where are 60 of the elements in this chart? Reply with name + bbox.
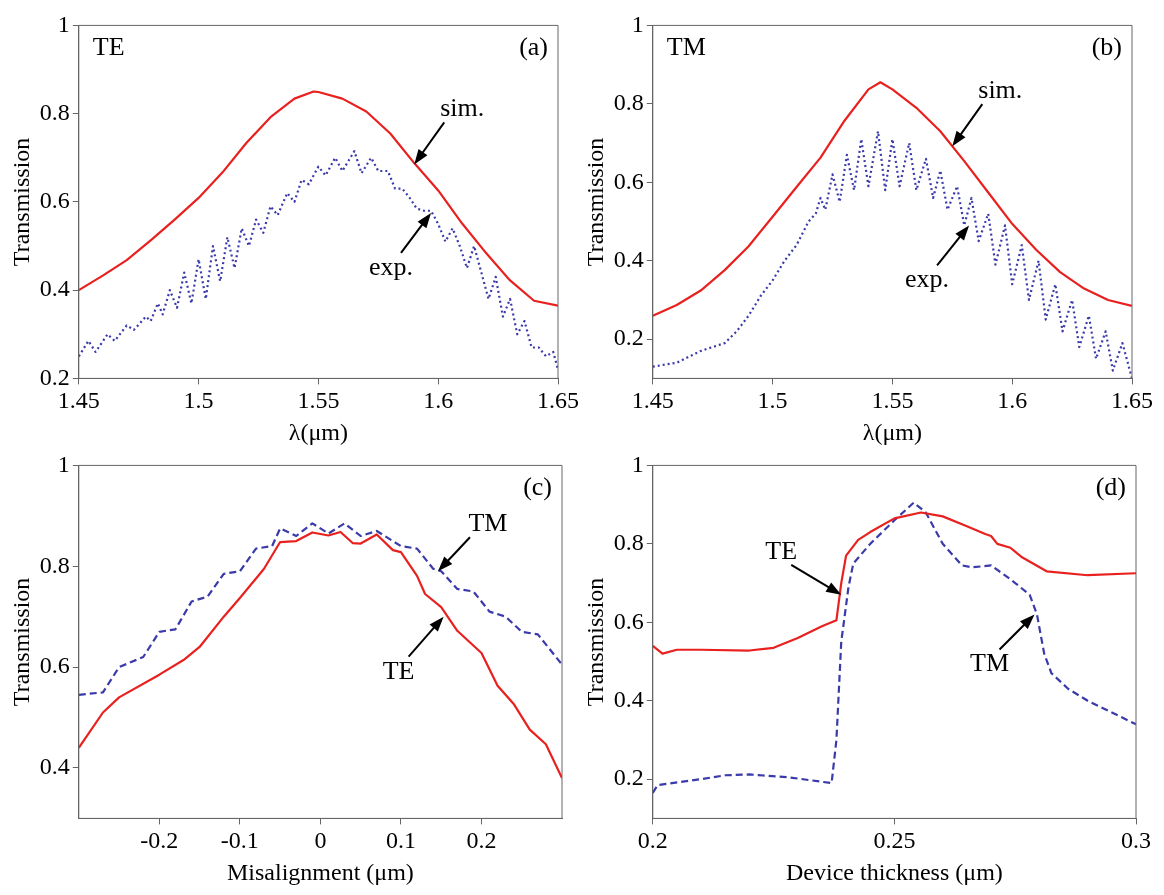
y-tick-label: 0.6 [39,187,70,214]
annotation: (a) [519,32,548,62]
y-tick-label: 1 [57,10,70,37]
y-axis-title: Transmission [7,577,34,707]
y-tick-label: 0.2 [613,764,644,791]
annotation: (d) [1095,472,1126,502]
y-tick-label: 0.8 [39,98,70,125]
y-axis-title: Transmission [7,137,34,267]
annotation: TE [382,655,415,685]
x-axis-title: Device thickness (μm) [786,858,1003,885]
x-tick-label: 1.5 [757,387,788,414]
annotation: TM [468,508,508,538]
y-tick-label: 1 [631,10,644,37]
y-axis-title: Transmission [581,577,608,707]
annotation: sim. [440,93,485,123]
x-tick-label: -0.2 [140,827,179,854]
annotation: TM [666,32,706,62]
x-tick-label: 0.3 [1121,827,1151,854]
x-tick-label: 1.65 [537,387,579,414]
y-tick-label: 0.6 [613,607,644,634]
y-tick-label: 0.6 [39,652,70,679]
x-tick-label: 1.6 [997,387,1028,414]
y-axis-title: Transmission [581,137,608,267]
x-tick-label: -0.1 [220,827,259,854]
y-tick-label: 0.2 [613,324,644,351]
x-tick-label: 1.5 [183,387,214,414]
y-tick-label: 0.2 [39,363,70,390]
x-tick-label: 0 [314,827,327,854]
y-tick-label: 1 [631,450,644,477]
y-tick-label: 0.4 [39,275,70,302]
x-tick-label: 1.45 [631,387,674,414]
x-tick-label: 0.2 [466,827,497,854]
y-tick-label: 0.8 [613,529,644,556]
x-tick-label: 1.6 [423,387,454,414]
y-tick-label: 0.8 [613,89,644,116]
x-axis-title: Misalignment (μm) [226,858,414,885]
x-tick-label: 1.65 [1111,387,1153,414]
annotation: sim. [978,75,1023,105]
x-tick-label: 0.25 [873,827,916,854]
annotation: TE [92,32,125,62]
y-tick-label: 0.8 [39,551,70,578]
line-series [78,150,558,371]
annotation: (c) [523,472,552,502]
annotation: (b) [1091,32,1122,62]
annotation: TE [765,535,798,565]
y-tick-label: 0.4 [613,686,644,713]
line-series [652,501,1136,795]
x-tick-label: 1.45 [57,387,100,414]
x-tick-label: 1.55 [871,387,914,414]
annotation: TM [970,648,1010,678]
y-tick-label: 1 [57,450,70,477]
x-axis-title: λ(μm) [862,418,922,445]
x-tick-label: 0.1 [385,827,416,854]
annotation: exp. [905,264,950,294]
x-axis-title: λ(μm) [288,418,348,445]
x-tick-label: 1.55 [297,387,340,414]
y-tick-label: 0.4 [613,246,644,273]
y-tick-label: 0.6 [613,167,644,194]
annotation: exp. [368,251,414,281]
y-tick-label: 0.4 [39,753,70,780]
